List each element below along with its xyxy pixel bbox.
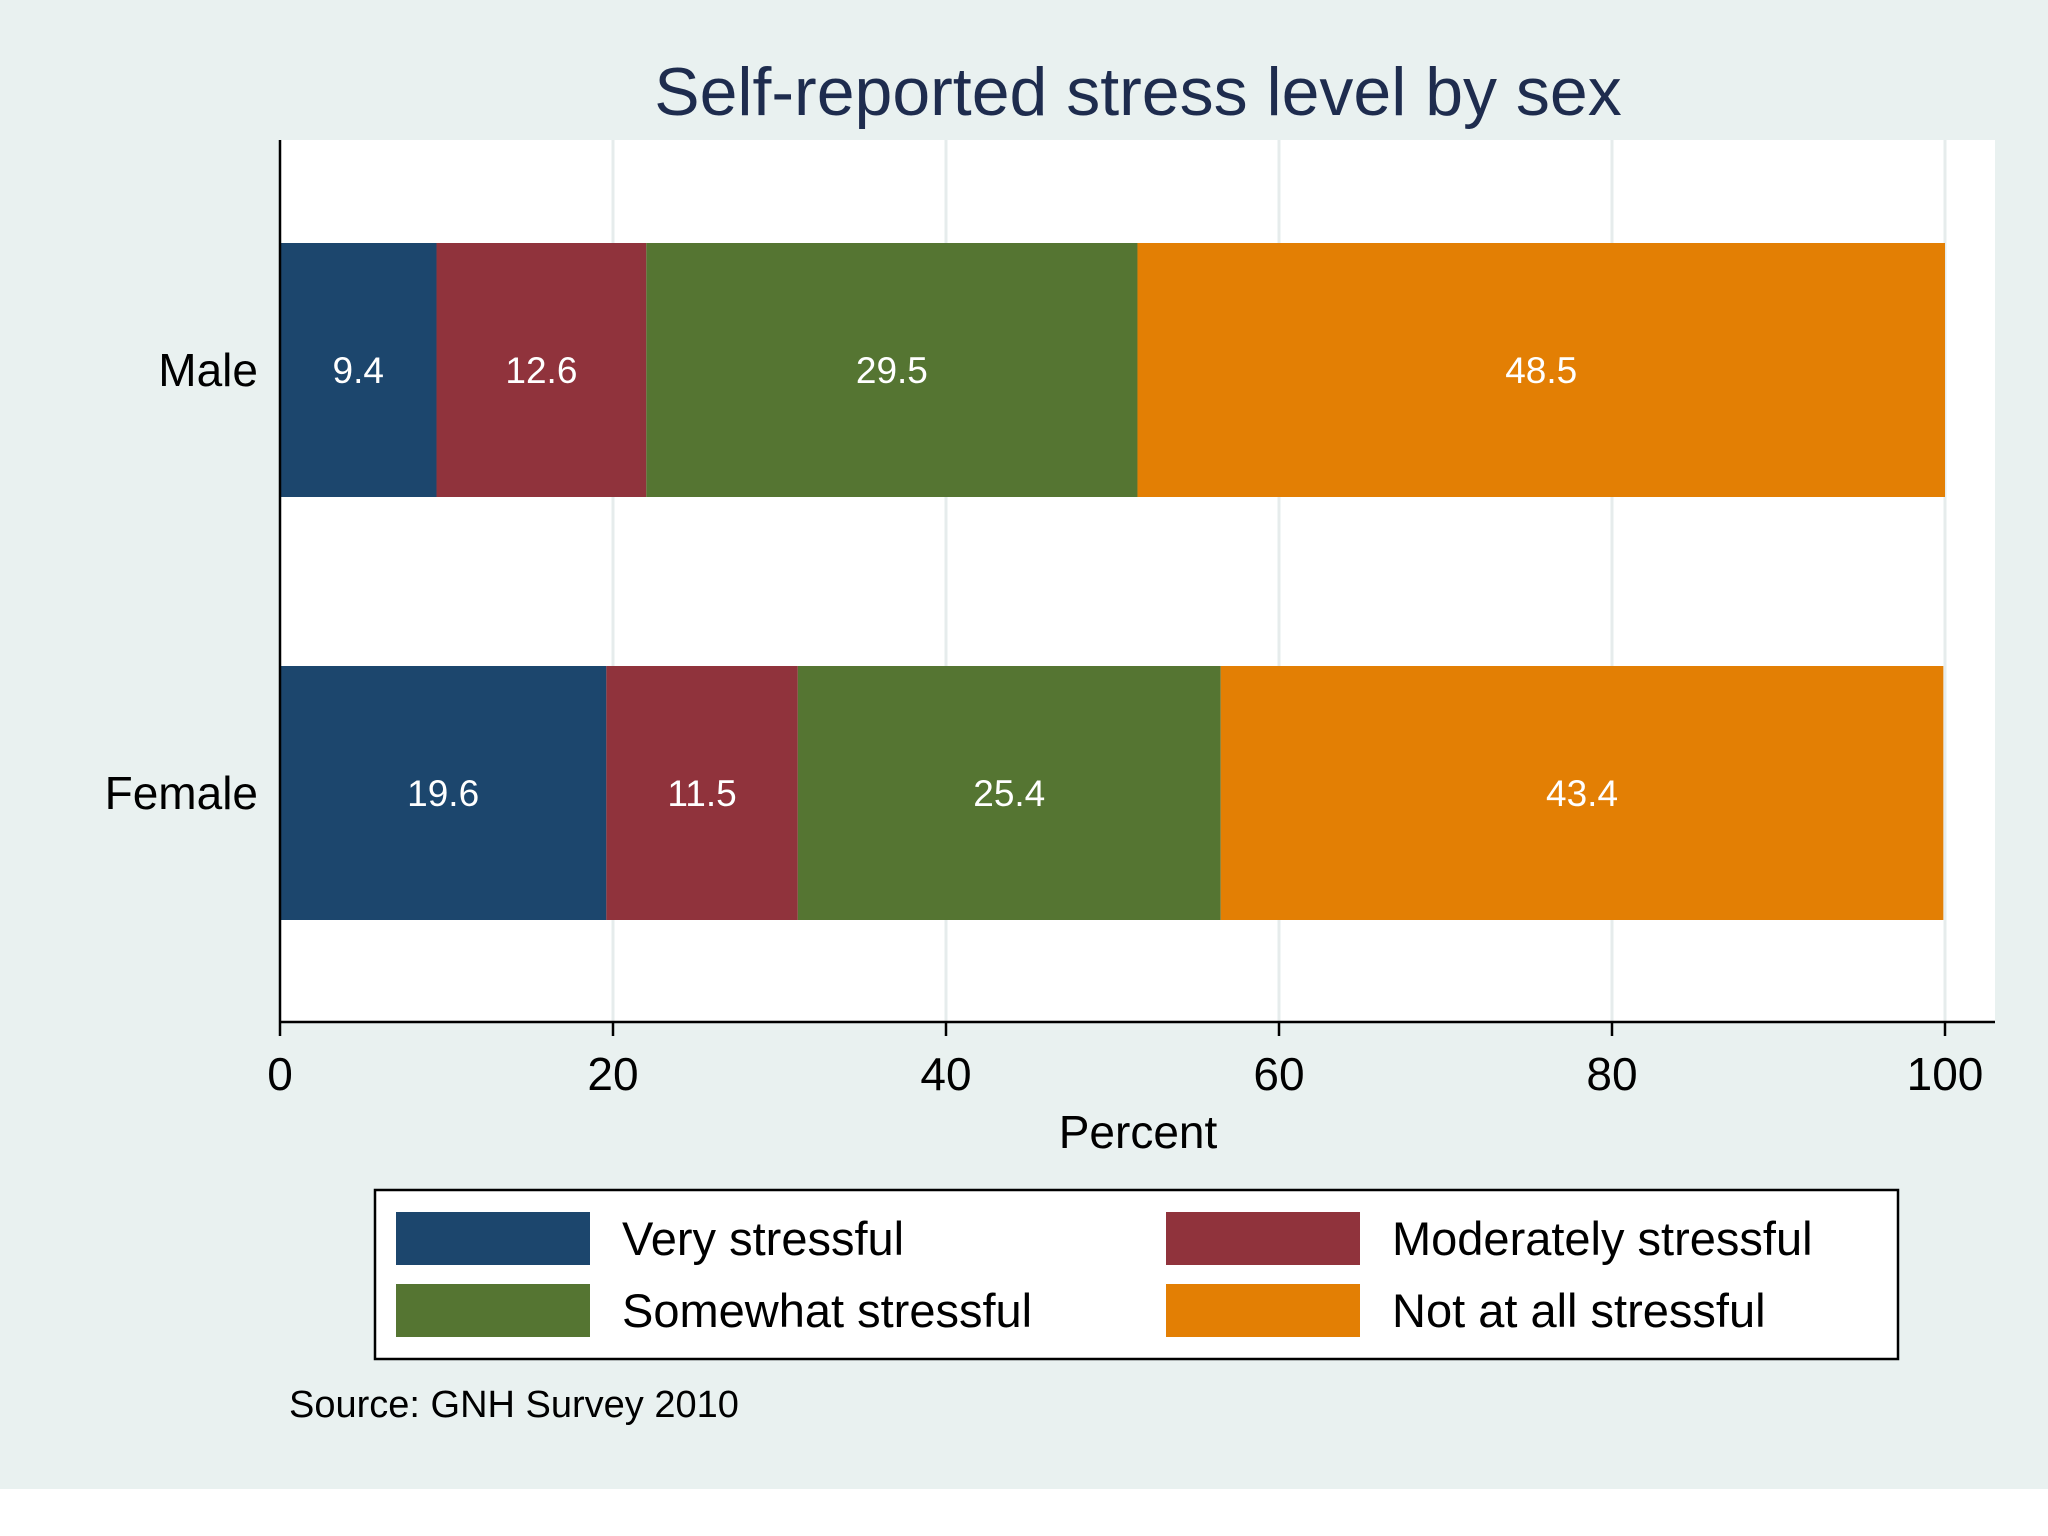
chart-frame: Self-reported stress level by sex 9.4 12.…	[0, 0, 2048, 1489]
legend-swatch-not-at-all-stressful	[1166, 1284, 1360, 1337]
category-label-female: Female	[105, 767, 258, 819]
x-tick-label-20: 20	[587, 1048, 638, 1100]
legend-label-somewhat-stressful: Somewhat stressful	[622, 1284, 1032, 1337]
bars	[280, 243, 1945, 920]
chart-svg: Self-reported stress level by sex 9.4 12.…	[105, 54, 1995, 1426]
legend-swatch-somewhat-stressful	[396, 1284, 590, 1337]
legend-swatch-very-stressful	[396, 1212, 590, 1265]
legend-label-very-stressful: Very stressful	[622, 1212, 904, 1265]
legend-swatch-moderately-stressful	[1166, 1212, 1360, 1265]
bar-female-not-at-all-stressful	[1220, 666, 1944, 920]
x-tick-label-0: 0	[267, 1048, 293, 1100]
data-label-male-0: 9.4	[333, 350, 384, 391]
x-tick-label-60: 60	[1253, 1048, 1304, 1100]
bar-female-very-stressful	[280, 666, 607, 920]
legend-box	[373, 1188, 1900, 1361]
data-label-male-2: 29.5	[856, 350, 928, 391]
x-axis-ticks: 0 20 40 60 80 100	[267, 1022, 1983, 1100]
legend: Very stressful Moderately stressful Somewh…	[396, 1212, 1813, 1337]
data-label-male-3: 48.5	[1505, 350, 1577, 391]
legend-label-moderately-stressful: Moderately stressful	[1392, 1212, 1813, 1265]
x-tick-label-100: 100	[1907, 1048, 1984, 1100]
data-label-female-0: 19.6	[407, 773, 479, 814]
bar-female-moderately-stressful	[606, 666, 798, 920]
data-label-female-2: 25.4	[973, 773, 1045, 814]
bar-male-moderately-stressful	[436, 243, 647, 497]
x-tick-label-40: 40	[920, 1048, 971, 1100]
data-label-male-1: 12.6	[505, 350, 577, 391]
data-label-female-1: 11.5	[667, 773, 736, 814]
category-label-male: Male	[158, 344, 258, 396]
category-labels: Male Female	[105, 344, 258, 819]
data-label-female-3: 43.4	[1546, 773, 1618, 814]
data-labels: 9.4 12.6 29.5 48.5 19.6 11.5 25.4 43.4	[333, 350, 1619, 814]
bar-female-somewhat-stressful	[797, 666, 1221, 920]
legend-label-not-at-all-stressful: Not at all stressful	[1392, 1284, 1766, 1337]
x-axis-title: Percent	[1059, 1106, 1218, 1158]
bar-male-somewhat-stressful	[646, 243, 1138, 497]
bar-male-very-stressful	[280, 243, 437, 497]
x-tick-label-80: 80	[1586, 1048, 1637, 1100]
bar-male-not-at-all-stressful	[1137, 243, 1945, 497]
source-note: Source: GNH Survey 2010	[289, 1384, 739, 1426]
chart-title: Self-reported stress level by sex	[654, 54, 1622, 130]
